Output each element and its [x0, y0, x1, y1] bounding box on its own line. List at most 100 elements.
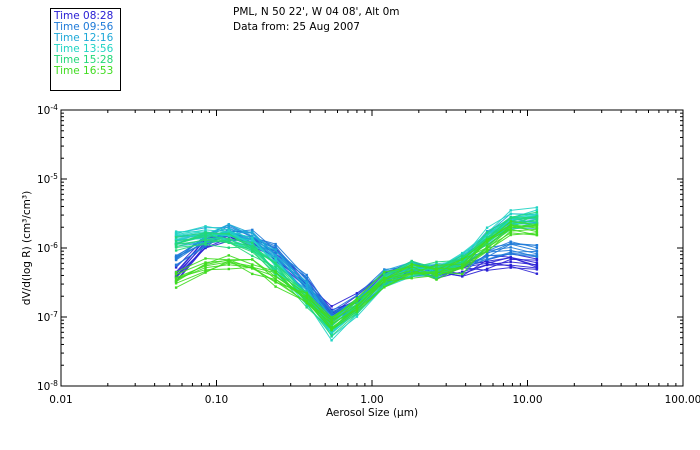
- data-point: [383, 275, 386, 278]
- data-point: [509, 233, 512, 237]
- data-point: [174, 240, 178, 243]
- data-point: [485, 269, 489, 272]
- data-point: [251, 234, 254, 238]
- data-point: [330, 332, 333, 335]
- data-point: [174, 256, 178, 259]
- data-point: [305, 273, 308, 277]
- data-point: [174, 230, 178, 233]
- data-point: [174, 236, 178, 239]
- data-point: [535, 233, 539, 237]
- data-point: [535, 225, 539, 228]
- data-point: [410, 263, 413, 266]
- data-point: [330, 339, 333, 342]
- data-point: [274, 242, 277, 246]
- data-point: [410, 268, 413, 272]
- data-point: [274, 265, 277, 269]
- data-point: [509, 242, 512, 246]
- y-axis-label: dV/d(log R) (cm³/cm³): [21, 191, 33, 305]
- data-point: [227, 238, 230, 241]
- data-point: [227, 231, 230, 234]
- data-point: [204, 226, 207, 229]
- data-point: [485, 246, 489, 249]
- data-point: [251, 236, 254, 240]
- data-point: [204, 231, 207, 234]
- data-point: [461, 274, 464, 278]
- y-tick-label: 10-5: [37, 172, 58, 186]
- data-point: [251, 242, 254, 246]
- data-point: [410, 259, 413, 263]
- data-point: [485, 263, 489, 266]
- data-point: [535, 254, 539, 257]
- data-point: [535, 228, 539, 231]
- data-point: [204, 245, 207, 248]
- data-point: [330, 316, 333, 319]
- data-point: [485, 250, 489, 253]
- data-point: [274, 270, 277, 273]
- data-point: [330, 311, 333, 314]
- y-tick-label: 10-8: [37, 379, 58, 393]
- data-point: [435, 276, 438, 279]
- data-point: [355, 315, 359, 318]
- data-point: [485, 267, 489, 271]
- data-point: [274, 248, 277, 251]
- y-tick-labels: 10-8 10-7 10-6 10-5 10-4: [37, 103, 58, 393]
- data-point: [485, 244, 489, 248]
- axis-ticks: [60, 110, 683, 387]
- data-point: [383, 282, 386, 286]
- data-point: [251, 250, 254, 254]
- data-point: [227, 241, 230, 244]
- data-point: [204, 257, 207, 260]
- x-tick-label: 10.00: [512, 394, 542, 406]
- data-point: [174, 271, 178, 274]
- data-point: [535, 252, 539, 255]
- data-point: [383, 276, 386, 280]
- data-point: [274, 255, 277, 258]
- data-point: [305, 292, 308, 295]
- chart-header: PML, N 50 22', W 04 08', Alt 0m Data fro…: [233, 5, 400, 35]
- data-point: [227, 234, 230, 237]
- data-point: [383, 280, 386, 283]
- y-tick-label: 10-4: [37, 103, 58, 117]
- data-point: [274, 275, 277, 278]
- legend: Time 08:28 Time 09:56 Time 12:16 Time 13…: [50, 8, 121, 91]
- data-point: [535, 226, 539, 230]
- data-point: [227, 254, 230, 257]
- data-point: [174, 249, 178, 252]
- data-point: [435, 272, 438, 275]
- data-point: [227, 226, 230, 229]
- data-point: [274, 252, 277, 256]
- data-point: [204, 225, 207, 228]
- data-point: [174, 258, 178, 261]
- data-point: [355, 292, 359, 295]
- data-point: [204, 232, 207, 236]
- data-point: [535, 246, 539, 249]
- data-point: [509, 266, 512, 269]
- legend-item-1653: Time 16:53: [54, 65, 114, 77]
- data-point: [204, 262, 207, 265]
- data-point: [410, 277, 413, 280]
- data-point: [355, 312, 359, 315]
- data-point: [174, 276, 178, 280]
- data-point: [251, 263, 254, 266]
- data-point: [509, 212, 512, 215]
- data-point: [330, 309, 333, 313]
- data-point: [535, 220, 539, 223]
- data-point: [461, 260, 464, 263]
- data-point: [509, 226, 512, 229]
- data-point: [509, 256, 512, 259]
- x-axis-label: Aerosol Size (μm): [326, 407, 418, 419]
- data-point: [204, 235, 207, 238]
- data-point: [305, 282, 308, 286]
- data-point: [251, 258, 254, 261]
- x-tick-label: 100.00: [665, 394, 700, 406]
- data-point: [461, 272, 464, 276]
- data-point: [227, 259, 230, 263]
- data-point: [251, 231, 254, 234]
- data-point: [174, 246, 178, 249]
- data-point: [383, 270, 386, 274]
- data-point: [204, 266, 207, 269]
- data-point: [461, 265, 464, 268]
- data-point: [485, 234, 489, 237]
- data-point: [435, 267, 438, 270]
- date-subtitle: Data from: 25 Aug 2007: [233, 21, 360, 33]
